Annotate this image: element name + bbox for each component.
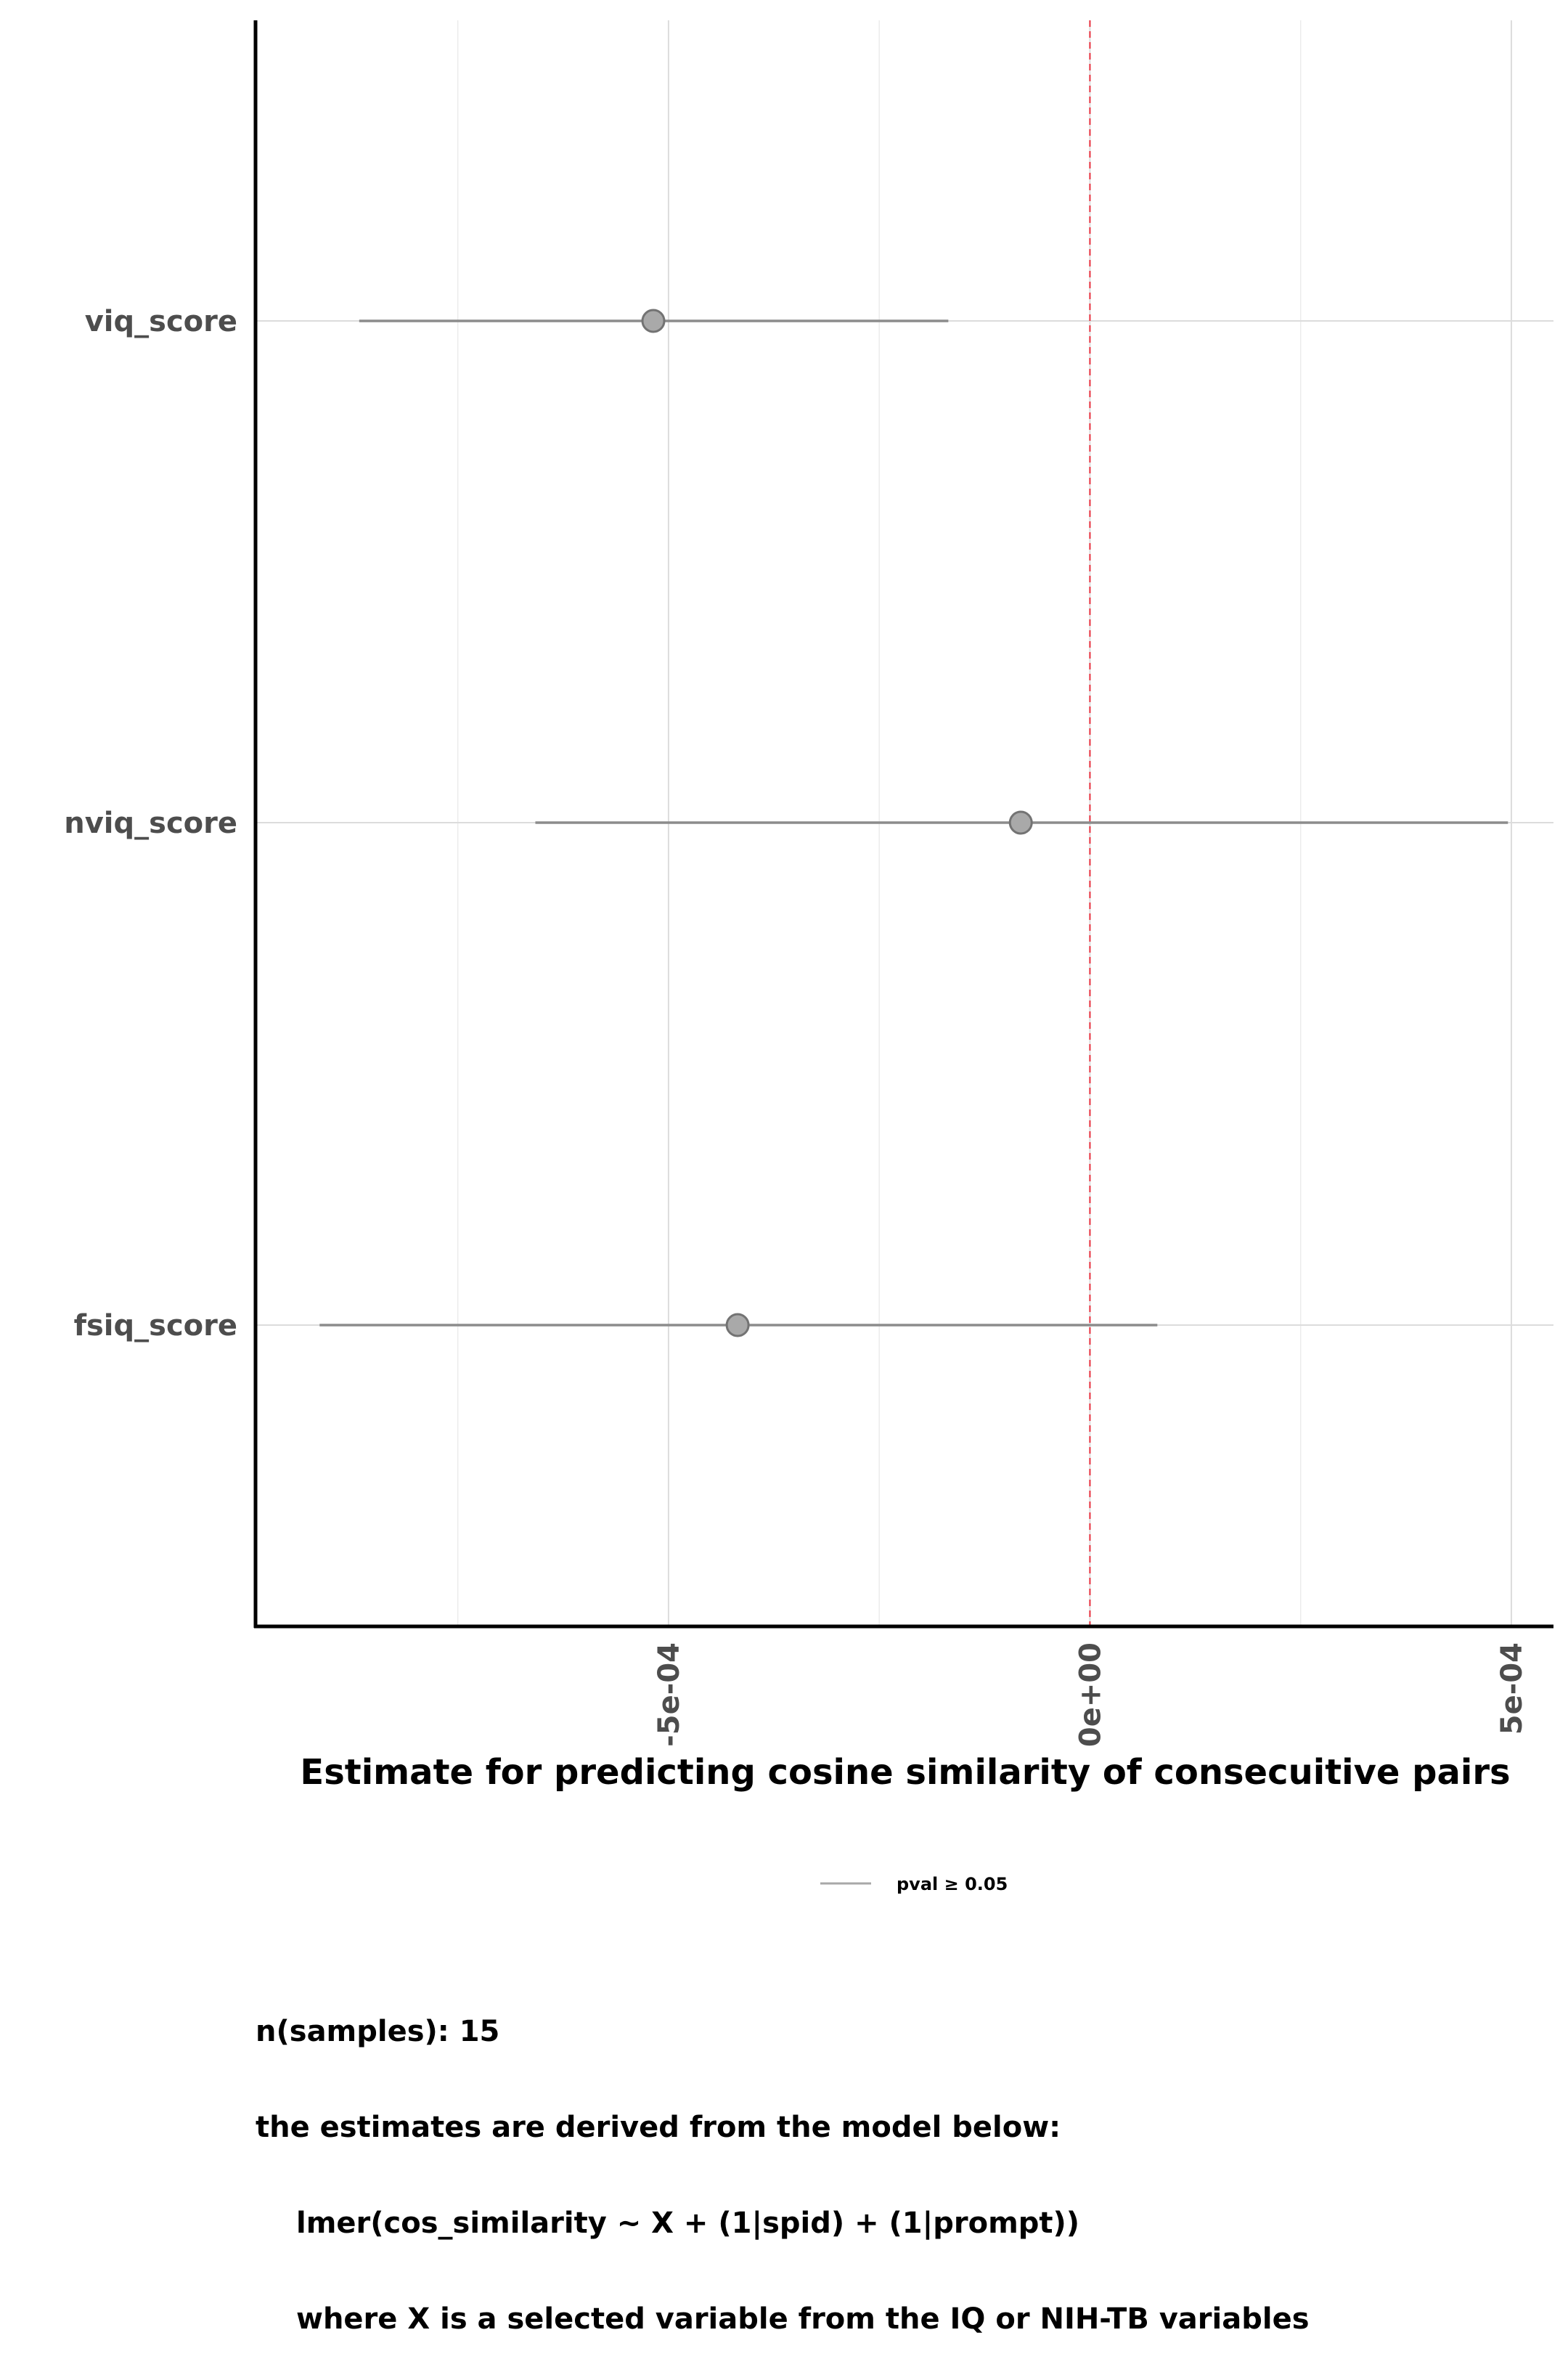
y-tick-label-viq_score: viq_score: [85, 305, 237, 338]
point-nviq_score: [1008, 810, 1033, 835]
x-tick-labels: -5e-04 0e+00 5e-04: [653, 1642, 1529, 1747]
x-tick-label: -5e-04: [653, 1642, 686, 1747]
y-tick-label-nviq_score: nviq_score: [64, 807, 237, 840]
y-tick-label-fsiq_score: fsiq_score: [74, 1309, 237, 1343]
y-tick-labels: viq_score nviq_score fsiq_score: [64, 305, 237, 1343]
legend: pval ≥ 0.05: [820, 1874, 1008, 1894]
x-axis-title: Estimate for predicting cosine similarit…: [300, 1752, 1510, 1793]
estimate-points: [641, 309, 1033, 1337]
x-tick-label: 5e-04: [1495, 1642, 1529, 1735]
caption-model-intro: the estimates are derived from the model…: [256, 2111, 1061, 2144]
point-viq_score: [641, 309, 666, 333]
x-tick-label: 0e+00: [1074, 1642, 1107, 1747]
forest-plot: viq_score nviq_score fsiq_score -5e-04 0e+0…: [64, 20, 1553, 1894]
legend-label: pval ≥ 0.05: [897, 1874, 1008, 1894]
caption-model-formula: lmer(cos_similarity ~ X + (1|spid) + (1|…: [296, 2207, 1080, 2240]
model-caption: n(samples): 15 the estimates are derived…: [256, 1952, 1562, 2367]
caption-model-note: where X is a selected variable from the …: [296, 2302, 1310, 2336]
caption-sample-count: n(samples): 15: [256, 2015, 500, 2048]
axes: [253, 20, 1553, 1629]
point-fsiq_score: [725, 1313, 750, 1337]
